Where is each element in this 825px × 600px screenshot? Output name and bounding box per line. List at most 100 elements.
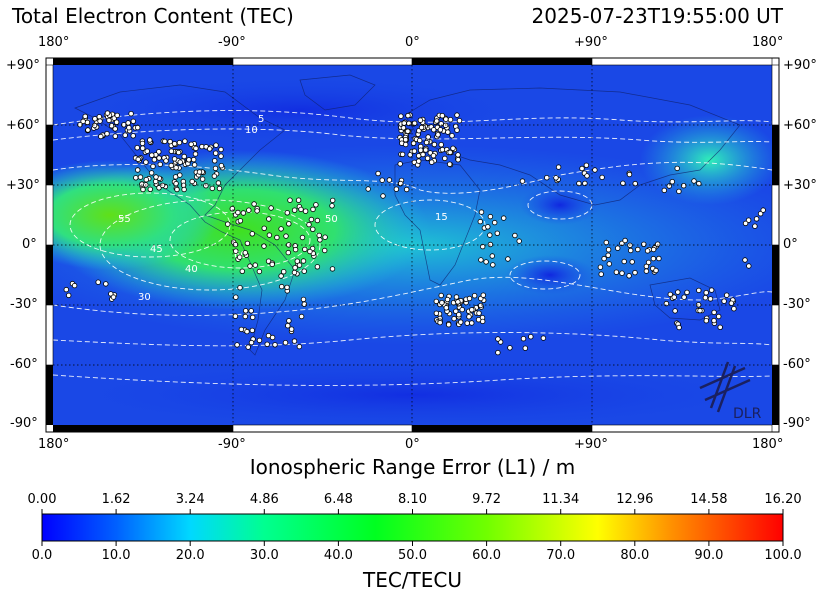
station-marker — [695, 302, 702, 308]
station-marker — [717, 324, 723, 330]
station-marker — [279, 283, 285, 290]
station-marker — [251, 201, 257, 207]
station-marker — [278, 226, 284, 232]
station-marker — [122, 132, 128, 138]
station-marker — [266, 232, 273, 238]
station-marker — [702, 295, 709, 301]
station-marker — [242, 250, 248, 256]
station-marker — [478, 257, 484, 263]
station-marker — [495, 336, 501, 342]
station-marker — [760, 207, 766, 213]
station-marker — [703, 290, 709, 296]
station-marker — [193, 145, 199, 152]
station-marker — [242, 313, 248, 320]
station-marker — [310, 206, 316, 213]
station-marker — [298, 206, 304, 213]
station-marker — [291, 207, 298, 213]
station-marker — [322, 247, 328, 254]
station-marker — [133, 175, 139, 181]
station-marker — [237, 285, 243, 291]
station-marker — [91, 122, 98, 129]
station-marker — [757, 210, 764, 217]
station-marker — [235, 209, 241, 216]
station-marker — [294, 258, 300, 264]
lat-tick-left-60s: -60° — [10, 357, 38, 372]
station-marker — [63, 286, 69, 293]
station-marker — [635, 246, 641, 253]
station-marker — [669, 178, 675, 185]
station-marker — [215, 180, 222, 186]
station-marker — [447, 161, 453, 167]
station-marker — [418, 124, 425, 131]
station-marker — [239, 268, 245, 274]
lat-tick-left-90n: +90° — [6, 58, 40, 73]
range-error-tick-label: 12.96 — [616, 492, 653, 507]
station-marker — [435, 132, 441, 138]
station-marker — [603, 239, 609, 246]
station-marker — [386, 177, 393, 183]
station-marker — [196, 169, 203, 175]
contour-label-55: 55 — [118, 214, 131, 225]
station-marker — [149, 152, 155, 158]
station-marker — [598, 271, 604, 277]
lon-tick-top-90e: +90° — [574, 35, 608, 50]
station-marker — [672, 308, 678, 314]
station-marker — [475, 317, 482, 323]
station-marker — [80, 118, 86, 125]
station-marker — [632, 269, 638, 276]
station-marker — [708, 287, 715, 293]
station-marker — [420, 151, 426, 158]
station-marker — [403, 141, 409, 148]
tec-tick-label: 100.0 — [764, 548, 801, 563]
station-marker — [628, 247, 634, 254]
station-marker — [233, 294, 239, 300]
station-marker — [212, 165, 219, 172]
station-marker — [134, 167, 141, 173]
lon-tick-top-0: 0° — [405, 35, 420, 50]
station-marker — [681, 294, 687, 300]
station-marker — [130, 133, 136, 139]
range-error-tick-label: 4.86 — [250, 492, 279, 507]
station-marker — [656, 255, 662, 262]
station-marker — [140, 186, 146, 193]
station-marker — [478, 209, 485, 215]
station-marker — [405, 112, 411, 119]
station-marker — [82, 113, 88, 120]
range-error-tick-label: 3.24 — [176, 492, 205, 507]
station-marker — [272, 342, 278, 348]
station-marker — [216, 185, 223, 192]
station-marker — [269, 334, 276, 341]
station-marker — [188, 141, 194, 147]
station-marker — [181, 186, 187, 193]
map-timestamp: 2025-07-23T19:55:00 UT — [531, 4, 783, 28]
lon-tick-top-90w: -90° — [218, 35, 246, 50]
station-marker — [287, 197, 293, 203]
station-marker — [106, 117, 112, 124]
station-marker — [84, 119, 91, 126]
station-marker — [213, 142, 219, 148]
station-marker — [302, 246, 308, 253]
station-marker — [92, 116, 98, 122]
lat-tick-left-30s: -30° — [10, 297, 38, 312]
station-marker — [430, 152, 437, 159]
range-error-tick-label: 9.72 — [472, 492, 501, 507]
station-marker — [667, 291, 673, 298]
station-marker — [417, 137, 423, 144]
station-marker — [147, 186, 153, 192]
tec-contours — [53, 110, 772, 386]
station-marker — [619, 270, 625, 276]
station-marker — [285, 323, 291, 329]
lat-tick-right-30n: +30° — [783, 178, 817, 193]
station-marker — [485, 224, 491, 230]
station-marker — [218, 162, 225, 169]
lon-tick-bottom-180e: 180° — [752, 437, 784, 452]
contour-label-30: 30 — [138, 292, 151, 303]
station-marker — [256, 268, 263, 275]
station-marker — [401, 120, 407, 126]
station-marker — [456, 117, 463, 124]
station-marker — [181, 153, 187, 160]
station-marker — [605, 252, 611, 258]
station-marker — [703, 318, 709, 324]
station-marker — [456, 312, 462, 318]
